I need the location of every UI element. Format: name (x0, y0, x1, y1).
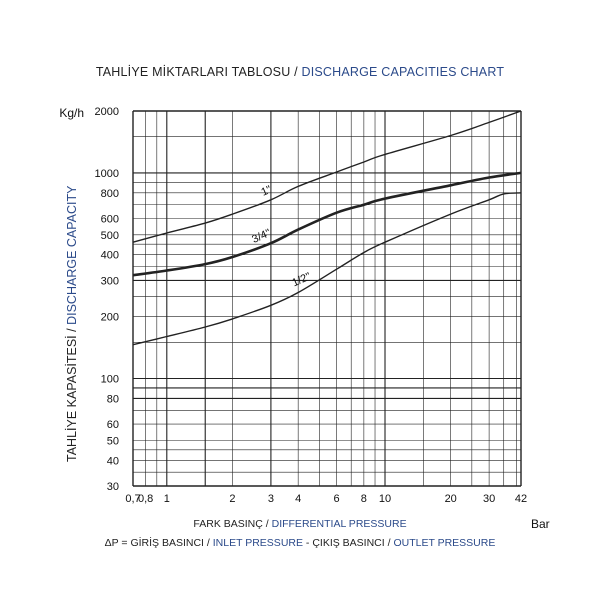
x-tick-label: 42 (515, 493, 527, 505)
y-tick-label: 500 (101, 230, 119, 242)
chart-title-en: DISCHARGE CAPACITIES CHART (301, 65, 505, 79)
y-tick-label: 30 (107, 481, 119, 493)
formula-separator: - ÇIKIŞ BASINCI / (305, 537, 391, 549)
grid-layer (132, 110, 522, 487)
y-tick-label: 50 (107, 435, 119, 447)
x-tick-label: 10 (379, 493, 391, 505)
x-tick-label: 0,7 (125, 493, 140, 505)
x-tick-label: 2 (229, 493, 235, 505)
y-axis-unit: Kg/h (59, 106, 84, 120)
x-axis-title: FARK BASINÇ / DIFFERENTIAL PRESSURE (0, 518, 600, 530)
pressure-formula: ΔP = GİRİŞ BASINCI / INLET PRESSURE - ÇI… (0, 537, 600, 549)
formula-outlet-en: OUTLET PRESSURE (393, 537, 496, 549)
series-line (132, 192, 522, 346)
series-line (132, 110, 522, 243)
y-tick-label: 200 (101, 312, 119, 324)
x-tick-label: 4 (295, 493, 301, 505)
x-tick-label: 3 (268, 493, 274, 505)
formula-inlet-en: INLET PRESSURE (212, 537, 303, 549)
curve-layer (132, 110, 522, 346)
x-axis-unit: Bar (531, 517, 550, 531)
x-tick-label: 30 (483, 493, 495, 505)
y-tick-label: 800 (101, 188, 119, 200)
y-tick-label: 400 (101, 250, 119, 262)
x-tick-label: 1 (164, 493, 170, 505)
y-tick-label: 100 (101, 373, 119, 385)
x-tick-label: 8 (361, 493, 367, 505)
y-tick-label: 600 (101, 214, 119, 226)
chart-title: TAHLİYE MİKTARLARI TABLOSU / DISCHARGE C… (0, 65, 600, 79)
label-layer: 0,70,8 1 2 3 4 6 8 10 20 30 42 30 40 50 60 80 100 200 300 4… (95, 106, 528, 505)
y-tick-label: 60 (107, 419, 119, 431)
series-line (132, 171, 522, 277)
x-axis-title-en: DIFFERENTIAL PRESSURE (271, 518, 407, 530)
x-tick-label: 6 (334, 493, 340, 505)
x-tick-label: 0,8 (138, 493, 153, 505)
y-tick-label: 300 (101, 275, 119, 287)
y-tick-label: 80 (107, 393, 119, 405)
y-tick-label: 2000 (95, 106, 119, 118)
formula-prefix: ΔP = (104, 537, 128, 549)
chart-title-tr: TAHLİYE MİKTARLARI TABLOSU / (95, 65, 298, 79)
x-axis-title-tr: FARK BASINÇ / (193, 518, 269, 530)
series-label: 1" (259, 184, 273, 199)
y-tick-label: 1000 (95, 168, 119, 180)
x-tick-label: 20 (445, 493, 457, 505)
formula-inlet-tr: GİRİŞ BASINCI / (130, 537, 210, 549)
y-tick-label: 40 (107, 455, 119, 467)
